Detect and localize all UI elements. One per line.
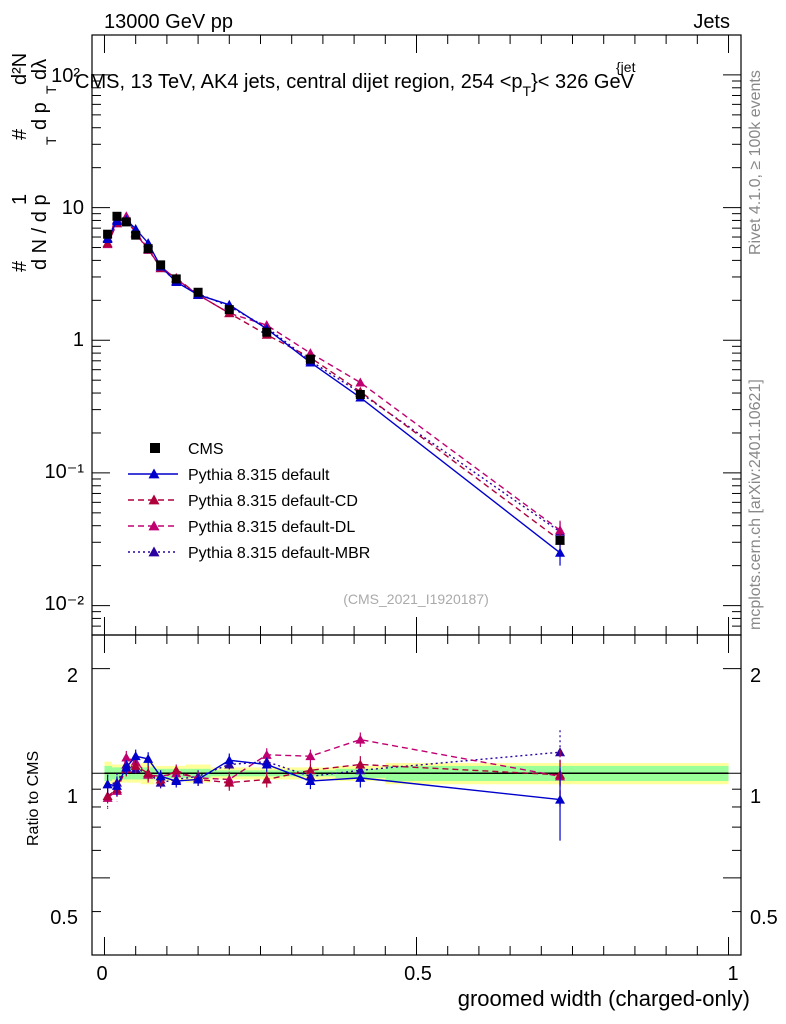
category-label: Jets [693, 11, 730, 33]
cms-point-9 [262, 327, 272, 337]
cms-point-11 [355, 390, 365, 400]
ratio-marker-cd-11 [355, 759, 366, 769]
ratio-marker-cd-10 [305, 765, 316, 775]
analysis-id: (CMS_2021_I1920187) [343, 591, 489, 607]
ratio-marker-default-3 [130, 751, 141, 761]
ratio-marker-default-2 [121, 762, 132, 772]
series-line-mbr [106, 217, 561, 533]
x-tick-label-05: 0.5 [404, 963, 432, 985]
ratio-marker-default-5 [155, 771, 166, 781]
title-tail: }< 326 GeV [531, 71, 635, 93]
cms-point-12 [555, 535, 565, 545]
ratio-tick-label-1: 1 [67, 786, 78, 808]
upper-tick-label-100: 10² [51, 65, 80, 87]
upper-tick-label-1e-1: 10⁻¹ [45, 461, 85, 483]
ylabel-hash2: # [9, 128, 31, 140]
ylabel-one: 1 [9, 194, 31, 205]
ratio-series-lines [102, 730, 566, 841]
x-tick-label-1: 1 [727, 963, 738, 985]
ratio-marker-default-7 [193, 774, 204, 784]
legend-label-cd: Pythia 8.315 default-CD [188, 493, 358, 510]
ylabel-dpt: d p [29, 102, 51, 130]
cms-point-1 [112, 211, 122, 221]
ratio-y-label: Ratio to CMS [25, 751, 42, 846]
cms-point-0 [103, 229, 113, 239]
ratio-marker-cd-6 [171, 765, 182, 775]
ylabel-t1: T [43, 136, 59, 145]
cms-point-4 [143, 244, 153, 254]
cms-point-10 [305, 354, 315, 364]
upper-series-lines [102, 211, 566, 566]
ratio-marker-cd-0 [102, 791, 113, 801]
ratio-marker-dl-10 [305, 751, 316, 761]
legend-marker-mbr [148, 546, 160, 557]
ratio-marker-default-10 [305, 776, 316, 786]
ratio-tick-label-2: 2 [67, 665, 78, 687]
legend: CMS Pythia 8.315 default Pythia 8.315 defa… [128, 441, 370, 562]
title-sub: T [523, 83, 532, 99]
marker-default-12 [555, 547, 566, 557]
ratio-marker-cd-8 [224, 777, 235, 787]
x-tick-label-0: 0 [96, 963, 107, 985]
ratio-marker-cd-4 [143, 768, 154, 778]
ratio-marker-dl-9 [261, 749, 272, 759]
upper-tick-label-1: 1 [73, 329, 84, 351]
legend-marker-cd [148, 494, 160, 505]
x-axis-label: groomed width (charged-only) [458, 986, 750, 1011]
ratio-marker-default-0 [102, 779, 113, 789]
marker-dl-12 [555, 525, 566, 535]
mcplots-label: mcplots.cern.ch [arXiv:2401.10621] [747, 379, 764, 630]
plot-title: CMS, 13 TeV, AK4 jets, central dijet reg… [75, 71, 635, 99]
ratio-marker-default-1 [111, 780, 122, 790]
ratio-tick-label-1-right: 1 [750, 786, 761, 808]
legend-label-cms: CMS [188, 441, 224, 458]
energy-label: 13000 GeV pp [104, 11, 233, 33]
ylabel-dlambda: dλ [29, 59, 51, 80]
marker-dl-11 [355, 377, 366, 387]
cms-point-2 [121, 217, 131, 227]
rivet-label: Rivet 4.1.0, ≥ 100k events [747, 70, 764, 255]
ylabel-d2n: d²N [9, 53, 31, 85]
legend-label-default: Pythia 8.315 default [188, 467, 330, 484]
ratio-marker-default-6 [171, 776, 182, 786]
ratio-marker-default-4 [143, 753, 154, 763]
ratio-tick-label-2-right: 2 [750, 665, 761, 687]
ratio-tick-label-05: 0.5 [50, 907, 78, 929]
upper-y-axis-label: # 1 d N / d p T # d²N d p T dλ [9, 53, 59, 272]
ylabel-t2: T [43, 85, 59, 94]
ratio-marker-cd-9 [261, 774, 272, 784]
legend-label-dl: Pythia 8.315 default-DL [188, 519, 355, 536]
ylabel-dndpt: d N / d p [29, 194, 51, 270]
title-sup: {jet [616, 59, 636, 75]
legend-marker-default [148, 468, 160, 479]
ratio-marker-default-11 [355, 772, 366, 782]
cms-point-6 [171, 274, 181, 284]
ratio-tick-label-05-right: 0.5 [750, 907, 778, 929]
cms-point-3 [131, 230, 141, 240]
cms-point-7 [193, 287, 203, 297]
ratio-marker-default-8 [224, 755, 235, 765]
ratio-marker-dl-11 [355, 734, 366, 744]
ratio-marker-cd-3 [130, 760, 141, 770]
ratio-marker-dl-2 [121, 752, 132, 762]
ylabel-hash1: # [9, 260, 31, 272]
upper-tick-label-10: 10 [62, 197, 84, 219]
cms-point-8 [224, 305, 234, 315]
ratio-panel-frame [91, 634, 742, 956]
cms-point-5 [156, 260, 166, 270]
ratio-marker-default-12 [555, 794, 566, 804]
legend-label-mbr: Pythia 8.315 default-MBR [188, 545, 370, 562]
legend-marker-dl [148, 520, 160, 531]
ratio-marker-default-9 [261, 759, 272, 769]
title-main: CMS, 13 TeV, AK4 jets, central dijet reg… [75, 71, 523, 93]
legend-marker-cms [150, 443, 160, 453]
upper-tick-label-1e-2: 10⁻² [45, 593, 85, 615]
